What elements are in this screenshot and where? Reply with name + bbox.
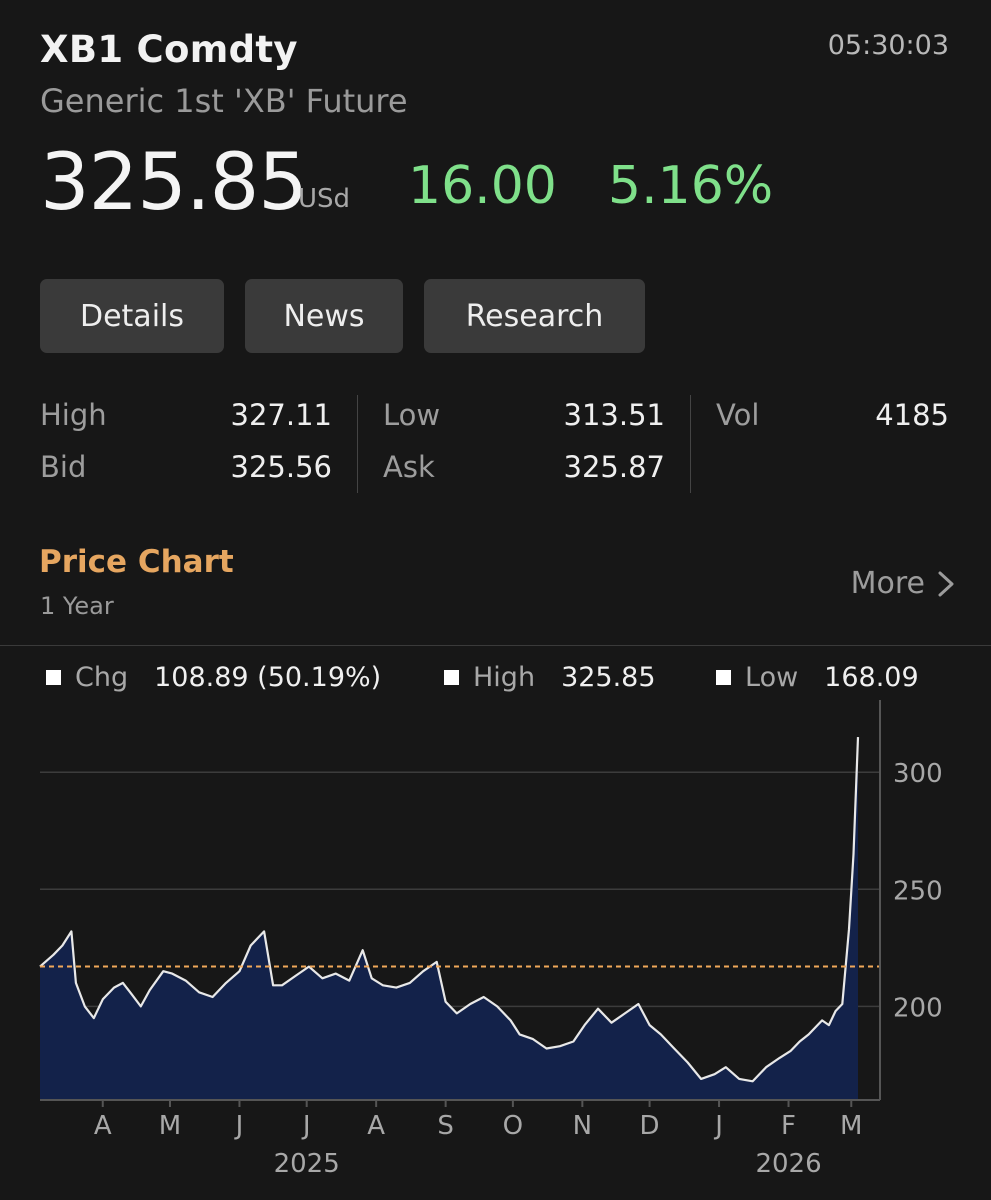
legend-low-value: 168.09 bbox=[824, 662, 919, 693]
y-tick-label: 300 bbox=[893, 759, 943, 789]
high-value: 327.11 bbox=[230, 398, 332, 432]
low-value: 313.51 bbox=[563, 398, 665, 432]
more-link[interactable]: More bbox=[851, 566, 955, 601]
year-label: 2025 bbox=[274, 1149, 340, 1179]
news-button[interactable]: News bbox=[245, 279, 403, 353]
x-tick-label: A bbox=[94, 1111, 112, 1141]
series-line bbox=[39, 737, 860, 1083]
x-tick-label: J bbox=[301, 1111, 311, 1141]
last-price: 325.85 bbox=[40, 138, 308, 228]
details-button[interactable]: Details bbox=[40, 279, 224, 353]
legend-high-label: High bbox=[473, 662, 536, 693]
bid-label: Bid bbox=[40, 450, 87, 484]
timestamp: 05:30:03 bbox=[827, 30, 949, 61]
vol-value: 4185 bbox=[875, 398, 949, 432]
legend-chg-label: Chg bbox=[75, 662, 129, 693]
legend-swatch bbox=[444, 670, 459, 685]
vol-label: Vol bbox=[716, 398, 760, 432]
legend-high: High 325.85 bbox=[444, 662, 656, 693]
x-tick-label: O bbox=[503, 1111, 523, 1141]
percent-change: 5.16% bbox=[608, 156, 774, 216]
y-tick-label: 200 bbox=[893, 993, 943, 1023]
x-tick-label: J bbox=[713, 1111, 723, 1141]
price-chart[interactable]: 200 250 300 A M J J A S O N D J F M 2025 2026 bbox=[0, 700, 991, 1200]
stats-divider bbox=[690, 395, 691, 493]
x-tick-label: M bbox=[840, 1111, 862, 1141]
currency-label: USd bbox=[298, 184, 351, 214]
section-divider bbox=[0, 645, 991, 646]
ask-label: Ask bbox=[383, 450, 435, 484]
ticker-title: XB1 Comdty bbox=[40, 28, 298, 71]
more-label: More bbox=[850, 566, 925, 601]
x-tick-label: A bbox=[367, 1111, 385, 1141]
net-change: 16.00 bbox=[408, 156, 557, 216]
chart-range: 1 Year bbox=[40, 592, 114, 620]
legend-high-value: 325.85 bbox=[561, 662, 656, 693]
stats-divider bbox=[357, 395, 358, 493]
high-label: High bbox=[40, 398, 107, 432]
x-tick-label: N bbox=[573, 1111, 592, 1141]
x-tick-label: D bbox=[640, 1111, 660, 1141]
legend-low: Low 168.09 bbox=[716, 662, 919, 693]
legend-swatch bbox=[46, 670, 61, 685]
legend-swatch bbox=[716, 670, 731, 685]
x-tick-label: J bbox=[234, 1111, 244, 1141]
security-name: Generic 1st 'XB' Future bbox=[40, 82, 408, 120]
bid-value: 325.56 bbox=[230, 450, 332, 484]
y-tick-label: 250 bbox=[893, 876, 943, 906]
legend-chg: Chg 108.89 (50.19%) bbox=[46, 662, 381, 693]
ask-value: 325.87 bbox=[563, 450, 665, 484]
x-tick-label: M bbox=[159, 1111, 181, 1141]
low-label: Low bbox=[383, 398, 441, 432]
price-chart-title: Price Chart bbox=[39, 544, 234, 580]
year-label: 2026 bbox=[755, 1149, 821, 1179]
legend-chg-value: 108.89 (50.19%) bbox=[154, 662, 382, 693]
series-area bbox=[40, 737, 858, 1100]
x-tick-label: S bbox=[437, 1111, 454, 1141]
x-tick-label: F bbox=[781, 1111, 796, 1141]
chevron-right-icon bbox=[938, 571, 954, 596]
legend-low-label: Low bbox=[745, 662, 799, 693]
research-button[interactable]: Research bbox=[424, 279, 645, 353]
